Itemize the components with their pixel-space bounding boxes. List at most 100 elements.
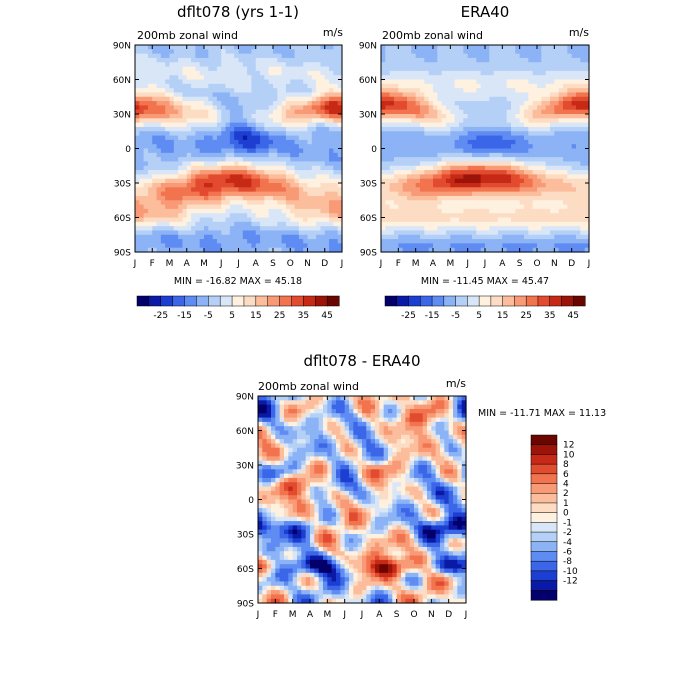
contour-cell <box>255 118 261 124</box>
contour-cell <box>537 105 542 111</box>
contour-cell <box>298 165 304 171</box>
contour-cell <box>152 200 158 206</box>
contour-cell <box>389 204 395 210</box>
contour-cell <box>441 152 447 158</box>
colorbar-swatch <box>572 295 586 307</box>
contour-cell <box>329 165 334 171</box>
contour-cell <box>433 109 438 115</box>
colorbar-swatch <box>549 295 563 307</box>
contour-cell <box>329 88 334 94</box>
contour-cell <box>515 148 521 154</box>
contour-cell <box>307 234 313 240</box>
contour-cell <box>199 96 205 102</box>
contour-cell <box>424 49 430 55</box>
contour-cell <box>567 148 573 154</box>
contour-cell <box>294 75 300 81</box>
contour-cell <box>169 161 175 167</box>
contour-cell <box>169 122 175 128</box>
contour-cell <box>381 105 386 111</box>
contour-cell <box>229 101 235 106</box>
contour-cell <box>515 49 521 55</box>
contour-cell <box>169 243 175 249</box>
contour-cell <box>576 114 581 119</box>
contour-cell <box>402 226 408 232</box>
contour-cell <box>441 57 447 63</box>
contour-cell <box>550 208 555 214</box>
contour-cell <box>186 126 192 132</box>
contour-cell <box>467 49 473 55</box>
contour-cell <box>216 105 222 111</box>
contour-cell <box>320 88 326 94</box>
contour-cell <box>251 83 257 89</box>
contour-cell <box>454 57 460 63</box>
contour-cell <box>277 148 283 154</box>
contour-cell <box>178 230 184 236</box>
contour-cell <box>450 157 456 163</box>
contour-cell <box>489 45 495 50</box>
contour-cell <box>576 148 581 154</box>
contour-cell <box>433 118 438 124</box>
contour-cell <box>294 66 300 72</box>
contour-cell <box>262 439 268 445</box>
contour-cell <box>169 49 175 55</box>
contour-cell <box>147 109 153 115</box>
contour-cell <box>485 243 490 249</box>
contour-cell <box>178 114 184 119</box>
contour-cell <box>266 430 272 436</box>
contour-cell <box>221 230 227 236</box>
contour-cell <box>576 208 581 214</box>
contour-cell <box>463 101 469 106</box>
contour-cell <box>541 49 547 55</box>
contour-cell <box>580 53 586 59</box>
contour-cell <box>563 217 568 223</box>
contour-cell <box>424 144 430 150</box>
contour-cell <box>216 226 222 232</box>
contour-cell <box>260 144 265 150</box>
contour-cell <box>307 83 313 89</box>
contour-cell <box>563 118 568 124</box>
contour-cell <box>281 178 287 184</box>
colorbar: -25 -15 -5 5 15 25 35 45 <box>384 295 586 321</box>
contour-cell <box>143 105 149 111</box>
contour-cell <box>515 88 521 94</box>
contour-cell <box>554 57 560 63</box>
contour-cell <box>554 114 560 119</box>
contour-cell <box>493 131 499 137</box>
contour-cell <box>584 49 590 55</box>
contour-cell <box>152 183 158 188</box>
contour-cell <box>255 243 261 249</box>
contour-cell <box>515 183 521 188</box>
contour-cell <box>182 53 188 59</box>
contour-cell <box>303 239 309 244</box>
contour-cell <box>485 49 490 55</box>
contour-cell <box>459 217 464 223</box>
contour-cell <box>242 187 248 193</box>
contour-cell <box>489 183 495 188</box>
contour-cell <box>433 126 438 132</box>
colorbar-swatch <box>148 295 162 307</box>
contour-cell <box>165 70 171 76</box>
contour-cell <box>204 187 209 193</box>
x-tick-label: S <box>517 259 523 269</box>
contour-cell <box>450 187 456 193</box>
contour-cell <box>216 144 222 150</box>
contour-cell <box>229 239 235 244</box>
contour-cell <box>563 79 568 85</box>
contour-cell <box>285 208 291 214</box>
contour-cell <box>221 178 227 184</box>
contour-cell <box>493 96 499 102</box>
contour-cell <box>459 204 464 210</box>
contour-cell <box>186 174 192 180</box>
contour-cell <box>298 92 304 98</box>
contour-cell <box>381 92 386 98</box>
contour-cell <box>437 170 443 175</box>
contour-cell <box>212 96 218 102</box>
contour-cell <box>580 195 586 201</box>
contour-cell <box>262 465 268 470</box>
contour-cell <box>169 66 175 72</box>
contour-cell <box>271 439 276 445</box>
contour-cell <box>139 45 145 50</box>
contour-cell <box>143 96 149 102</box>
contour-cell <box>489 213 495 219</box>
contour-cell <box>545 126 551 132</box>
